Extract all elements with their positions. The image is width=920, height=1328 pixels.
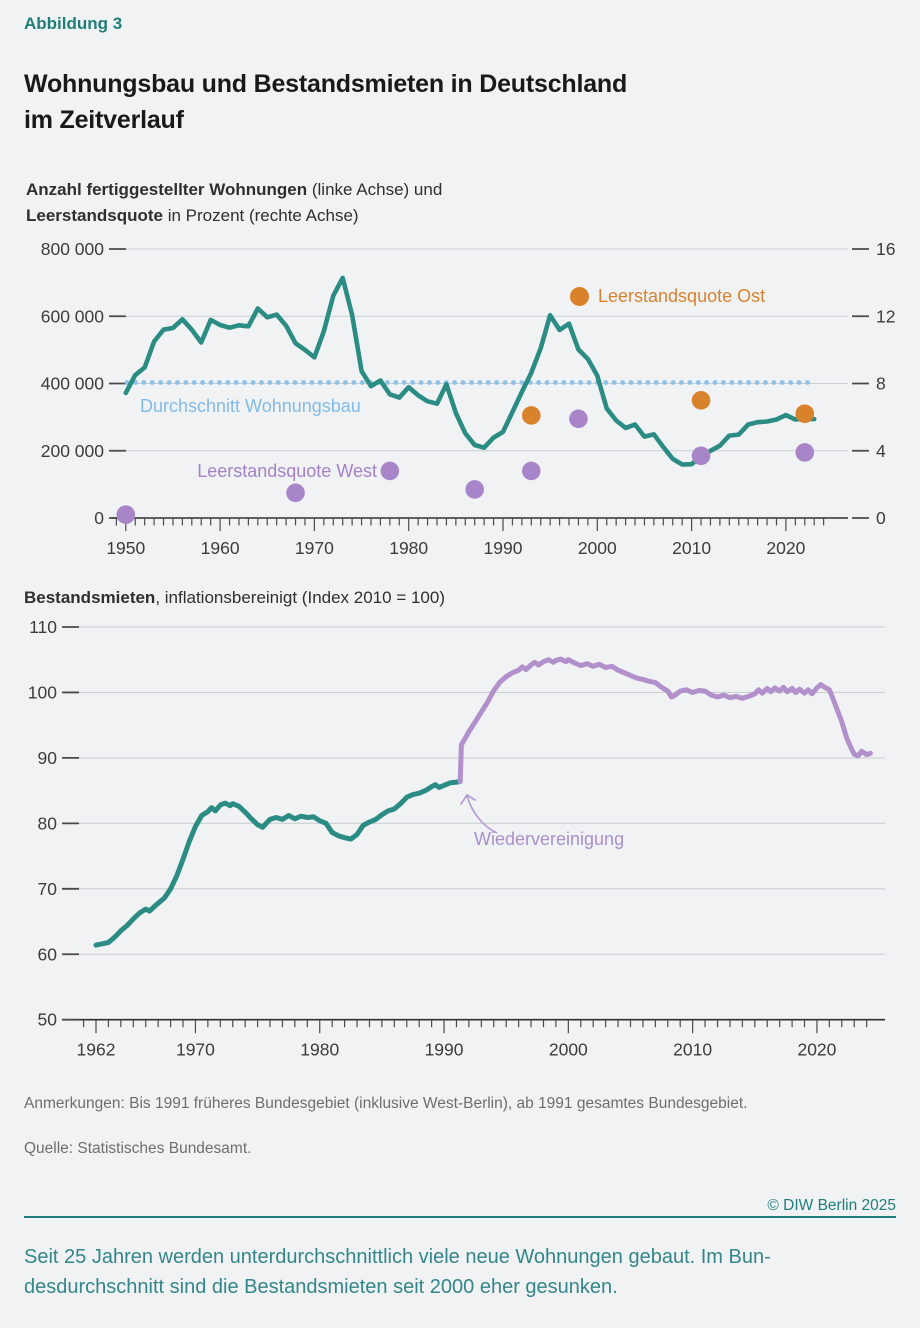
svg-text:2010: 2010 — [673, 1040, 712, 1060]
title-line1: Wohnungsbau und Bestandsmieten in Deutsc… — [24, 70, 628, 98]
svg-text:1990: 1990 — [484, 538, 523, 558]
svg-text:2010: 2010 — [672, 538, 711, 558]
svg-text:1990: 1990 — [425, 1040, 464, 1060]
chart1-subtitle-bold2: Leerstandsquote — [26, 206, 163, 225]
chart1-subtitle-rest2: in Prozent (rechte Achse) — [162, 206, 359, 225]
legend-ost-label: Leerstandsquote Ost — [598, 286, 766, 306]
svg-text:90: 90 — [38, 748, 58, 768]
svg-text:50: 50 — [38, 1010, 58, 1030]
chart2-title-bold: Bestandsmieten — [24, 588, 156, 607]
legend-ost-dot-icon — [570, 287, 589, 306]
svg-text:600 000: 600 000 — [41, 306, 105, 326]
svg-text:1950: 1950 — [106, 538, 145, 558]
svg-text:1960: 1960 — [201, 538, 240, 558]
reunification-arrow-icon — [460, 794, 498, 834]
chart2-title-rest: , inflationsbereinigt (Index 2010 = 100) — [155, 588, 445, 607]
average-line-label: Durchschnitt Wohnungsbau — [140, 396, 361, 416]
svg-text:16: 16 — [876, 239, 895, 259]
svg-text:2000: 2000 — [549, 1040, 588, 1060]
svg-text:1970: 1970 — [295, 538, 334, 558]
chart1-subtitle-rest1: (linke Achse) und — [307, 180, 443, 199]
svg-text:0: 0 — [94, 508, 104, 528]
svg-text:12: 12 — [876, 306, 895, 326]
svg-text:110: 110 — [29, 617, 57, 637]
summary-line2: desdurchschnitt sind die Bestandsmieten … — [24, 1276, 618, 1298]
source-text: Quelle: Statistisches Bundesamt. — [24, 1140, 252, 1157]
svg-text:400 000: 400 000 — [41, 374, 105, 394]
svg-text:70: 70 — [38, 879, 58, 899]
svg-text:1970: 1970 — [176, 1040, 215, 1060]
legend-west-label: Leerstandsquote West — [197, 461, 377, 481]
svg-text:2000: 2000 — [578, 538, 617, 558]
legend-ost: Leerstandsquote Ost — [570, 286, 765, 307]
svg-text:800 000: 800 000 — [41, 239, 105, 259]
summary-line1: Seit 25 Jahren werden unterdurchschnittl… — [24, 1246, 771, 1268]
svg-text:8: 8 — [876, 374, 886, 394]
svg-text:100: 100 — [28, 682, 57, 702]
copyright-text: © DIW Berlin 2025 — [767, 1197, 896, 1214]
svg-text:0: 0 — [876, 508, 886, 528]
svg-text:80: 80 — [38, 813, 58, 833]
chart2-title: Bestandsmieten, inflationsbereinigt (Ind… — [24, 588, 445, 608]
divider-rule — [24, 1216, 896, 1218]
svg-text:200 000: 200 000 — [41, 441, 105, 461]
figure-kicker: Abbildung 3 — [24, 14, 123, 33]
svg-text:4: 4 — [876, 441, 886, 461]
chart1-subtitle-bold1: Anzahl fertiggestellter Wohnungen — [26, 180, 308, 199]
title-line2: im Zeitverlauf — [24, 106, 184, 134]
notes-text: Anmerkungen: Bis 1991 früheres Bundesgeb… — [24, 1095, 748, 1112]
summary-text: Seit 25 Jahren werden unterdurchschnittl… — [24, 1242, 771, 1302]
chart1-subtitle: Anzahl fertiggestellter Wohnungen (linke… — [26, 177, 442, 229]
svg-text:60: 60 — [38, 944, 58, 964]
figure-title: Wohnungsbau und Bestandsmieten in Deutsc… — [24, 66, 627, 138]
svg-text:1980: 1980 — [389, 538, 428, 558]
rent-index-chart: 110 100 90 80 70 60 50 1962 1970 1980 1990 2000 2010… — [28, 617, 885, 1060]
svg-text:1962: 1962 — [77, 1040, 116, 1060]
svg-text:2020: 2020 — [766, 538, 805, 558]
svg-text:2020: 2020 — [797, 1040, 836, 1060]
reunification-label: Wiedervereinigung — [474, 829, 625, 849]
svg-text:1980: 1980 — [300, 1040, 339, 1060]
